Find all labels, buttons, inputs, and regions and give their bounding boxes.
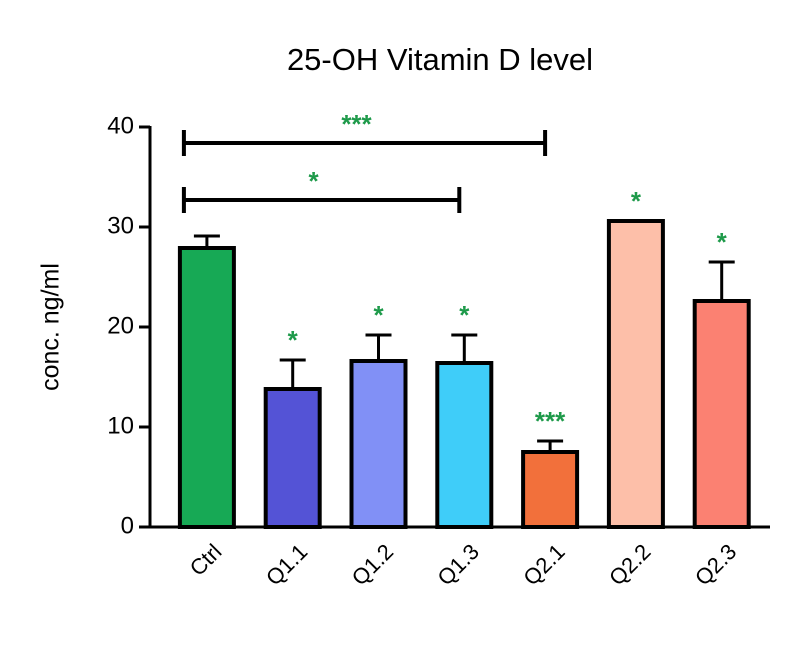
significance-label: * (717, 227, 728, 257)
significance-label: * (373, 300, 384, 330)
significance-label: * (631, 186, 642, 216)
bar (177, 246, 236, 529)
bar (606, 219, 665, 529)
bar (692, 299, 751, 529)
y-tick-label: 0 (121, 512, 134, 539)
x-tick-label: Q1.3 (433, 539, 484, 590)
bar (521, 450, 580, 529)
x-tick-label: Q1.2 (347, 539, 398, 590)
x-tick-label: Q1.1 (261, 539, 312, 590)
bracket-label: *** (341, 109, 372, 139)
x-tick-label: Q2.3 (690, 539, 741, 590)
significance-label: *** (535, 406, 566, 436)
y-tick-label: 30 (107, 212, 134, 239)
y-tick-label: 10 (107, 412, 134, 439)
bracket-label: * (309, 166, 320, 196)
x-tick-label: Q2.1 (518, 539, 569, 590)
bar (349, 359, 408, 529)
significance-label: * (459, 300, 470, 330)
chart-title: 25-OH Vitamin D level (287, 42, 593, 77)
x-tick-label: Q2.2 (604, 539, 655, 590)
y-tick-label: 40 (107, 112, 134, 139)
y-axis-label: conc. ng/ml (37, 263, 65, 391)
bar (435, 361, 494, 529)
bar (263, 387, 322, 529)
y-tick-label: 20 (107, 312, 134, 339)
significance-label: * (288, 325, 299, 355)
x-tick-label: Ctrl (185, 539, 227, 581)
